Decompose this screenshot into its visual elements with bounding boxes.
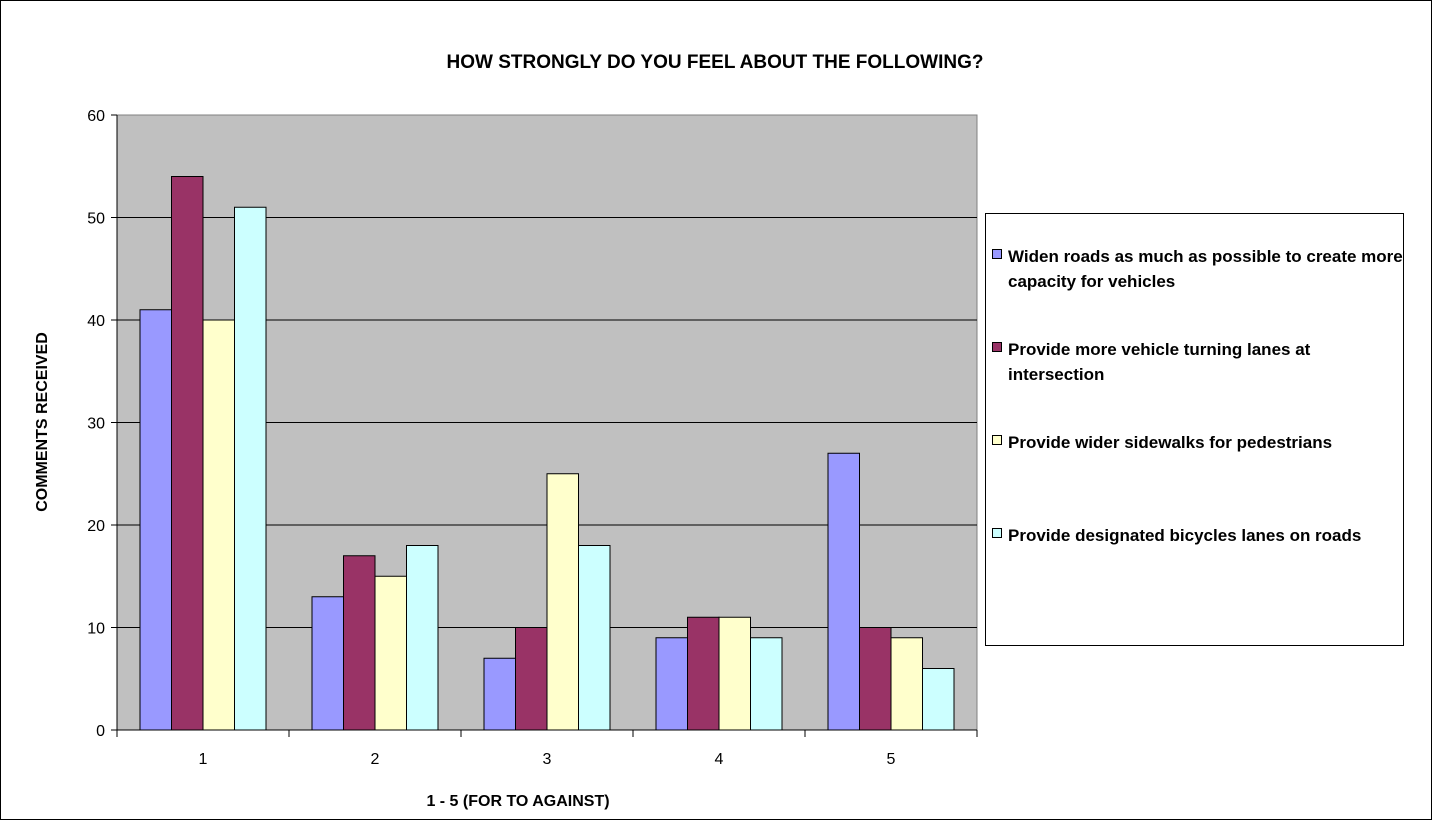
bar-3-series-4 <box>578 545 611 731</box>
bar-5-series-4 <box>922 668 955 731</box>
legend: Widen roads as much as possible to creat… <box>985 213 1404 646</box>
y-tick-label: 10 <box>87 621 105 638</box>
bar-4-series-3 <box>718 616 751 731</box>
legend-swatch <box>992 342 1002 352</box>
y-axis-title: COMMENTS RECEIVED <box>34 332 51 512</box>
bar-2-series-4 <box>406 545 439 731</box>
y-tick-label: 20 <box>87 518 105 535</box>
chart-title: HOW STRONGLY DO YOU FEEL ABOUT THE FOLLO… <box>447 52 984 73</box>
x-tick-label: 5 <box>887 751 896 768</box>
y-tick-label: 0 <box>96 723 105 740</box>
bar-2-series-2 <box>343 555 376 731</box>
legend-label: Provide wider sidewalks for pedestrians <box>1008 433 1333 452</box>
legend-label: Provide designated bicycles lanes on roa… <box>1008 526 1362 545</box>
y-tick-label: 40 <box>87 313 105 330</box>
bar-1-series-3 <box>202 319 235 731</box>
legend-label: Widen roads as much as possible to creat… <box>1008 247 1403 291</box>
legend-label: Provide more vehicle turning lanes at in… <box>1008 340 1311 384</box>
bar-1-series-4 <box>234 206 267 731</box>
bar-3-series-2 <box>515 627 548 731</box>
bar-3-series-1 <box>483 657 516 731</box>
bar-5-series-2 <box>859 627 892 731</box>
x-tick-label: 3 <box>543 751 552 768</box>
x-axis-title: 1 - 5 (FOR TO AGAINST) <box>426 793 609 810</box>
x-tick-label: 4 <box>715 751 724 768</box>
bar-5-series-1 <box>827 452 860 731</box>
legend-swatch <box>992 249 1002 259</box>
bar-4-series-4 <box>750 637 783 731</box>
bar-1-series-2 <box>171 176 204 731</box>
legend-swatch <box>992 528 1002 538</box>
bar-3-series-3 <box>546 473 579 731</box>
bar-4-series-1 <box>655 637 688 731</box>
bar-2-series-3 <box>374 575 407 731</box>
x-tick-label: 2 <box>371 751 380 768</box>
legend-swatch <box>992 435 1002 445</box>
x-tick-labels: 1 2 3 4 5 <box>199 751 896 768</box>
y-tick-label: 30 <box>87 416 105 433</box>
y-tick-label: 60 <box>87 108 105 125</box>
bar-4-series-2 <box>687 616 720 731</box>
y-tick-labels: 0 10 20 30 40 50 60 <box>87 108 105 740</box>
bar-2-series-1 <box>311 596 344 731</box>
y-tick-label: 50 <box>87 211 105 228</box>
bar-5-series-3 <box>890 637 923 731</box>
axes <box>111 114 978 737</box>
bars <box>139 176 955 731</box>
bar-1-series-1 <box>139 309 172 731</box>
x-tick-label: 1 <box>199 751 208 768</box>
